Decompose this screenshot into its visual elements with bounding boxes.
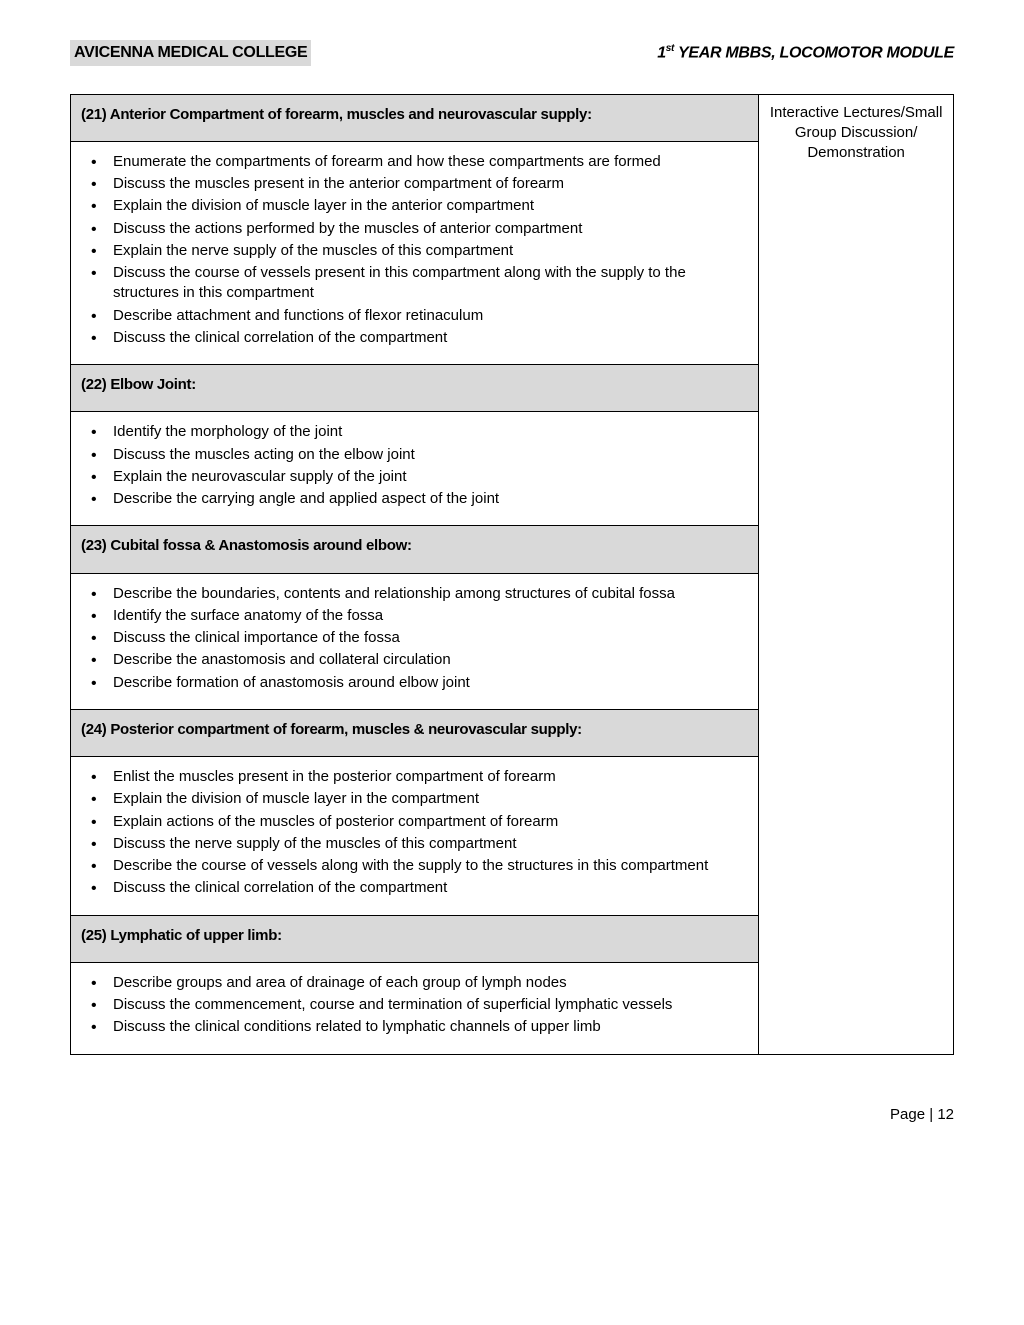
curriculum-table: (21) Anterior Compartment of forearm, mu… <box>70 94 954 1055</box>
objective-item: Discuss the muscles present in the anter… <box>87 174 748 194</box>
footer-label: Page | <box>890 1106 937 1123</box>
objective-item: Identify the morphology of the joint <box>87 422 748 442</box>
section-header: (25) Lymphatic of upper limb: <box>71 915 758 963</box>
objective-item: Discuss the course of vessels present in… <box>87 263 748 304</box>
objective-item: Explain actions of the muscles of poster… <box>87 812 748 832</box>
objective-item: Discuss the actions performed by the mus… <box>87 219 748 239</box>
objectives-list: Enlist the muscles present in the poster… <box>81 767 748 899</box>
objective-item: Discuss the muscles acting on the elbow … <box>87 445 748 465</box>
objective-item: Discuss the clinical importance of the f… <box>87 628 748 648</box>
objective-item: Describe groups and area of drainage of … <box>87 973 748 993</box>
objectives-list: Describe groups and area of drainage of … <box>81 973 748 1038</box>
header-left: AVICENNA MEDICAL COLLEGE <box>70 40 311 66</box>
section-header: (23) Cubital fossa & Anastomosis around … <box>71 525 758 573</box>
header-right: 1st YEAR MBBS, LOCOMOTOR MODULE <box>657 42 954 64</box>
methods-column: Interactive Lectures/Small Group Discuss… <box>759 94 954 1054</box>
objectives-list: Identify the morphology of the joint Disc… <box>81 422 748 509</box>
objective-item: Explain the nerve supply of the muscles … <box>87 241 748 261</box>
section-header: (24) Posterior compartment of forearm, m… <box>71 709 758 757</box>
objective-item: Explain the division of muscle layer in … <box>87 789 748 809</box>
objective-item: Identify the surface anatomy of the foss… <box>87 606 748 626</box>
objective-item: Discuss the commencement, course and ter… <box>87 995 748 1015</box>
section-body: Describe the boundaries, contents and re… <box>71 574 758 709</box>
objective-item: Describe the boundaries, contents and re… <box>87 584 748 604</box>
objective-item: Discuss the clinical conditions related … <box>87 1017 748 1037</box>
section-body: Identify the morphology of the joint Disc… <box>71 412 758 525</box>
objectives-list: Describe the boundaries, contents and re… <box>81 584 748 693</box>
objective-item: Describe the carrying angle and applied … <box>87 489 748 509</box>
section-header: (21) Anterior Compartment of forearm, mu… <box>71 95 758 142</box>
objective-item: Discuss the nerve supply of the muscles … <box>87 834 748 854</box>
page-header: AVICENNA MEDICAL COLLEGE 1st YEAR MBBS, … <box>70 40 954 66</box>
section-header: (22) Elbow Joint: <box>71 364 758 412</box>
objectives-column: (21) Anterior Compartment of forearm, mu… <box>71 94 759 1054</box>
objective-item: Explain the division of muscle layer in … <box>87 196 748 216</box>
objective-item: Describe the anastomosis and collateral … <box>87 650 748 670</box>
objective-item: Enumerate the compartments of forearm an… <box>87 152 748 172</box>
objective-item: Discuss the clinical correlation of the … <box>87 878 748 898</box>
objective-item: Describe formation of anastomosis around… <box>87 673 748 693</box>
objective-item: Explain the neurovascular supply of the … <box>87 467 748 487</box>
objective-item: Enlist the muscles present in the poster… <box>87 767 748 787</box>
objective-item: Describe the course of vessels along wit… <box>87 856 748 876</box>
objective-item: Describe attachment and functions of fle… <box>87 306 748 326</box>
section-body: Enumerate the compartments of forearm an… <box>71 142 758 364</box>
objectives-list: Enumerate the compartments of forearm an… <box>81 152 748 348</box>
section-body: Describe groups and area of drainage of … <box>71 963 758 1054</box>
section-body: Enlist the muscles present in the poster… <box>71 757 758 915</box>
footer-page-number: 12 <box>937 1106 954 1123</box>
page-footer: Page | 12 <box>70 1105 954 1125</box>
objective-item: Discuss the clinical correlation of the … <box>87 328 748 348</box>
